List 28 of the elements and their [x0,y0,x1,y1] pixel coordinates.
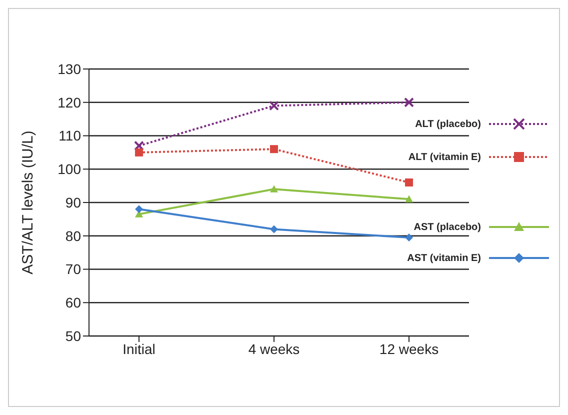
point [405,234,413,242]
point [135,205,143,214]
x-tick-label: 4 weeks [248,340,300,357]
series-label: ALT (vitamin E) [408,152,481,162]
y-tick-label: 100 [58,161,82,178]
point [134,140,144,151]
point [270,145,278,154]
x-tick-label: Initial [122,340,156,357]
point [270,225,278,234]
point [405,178,413,186]
point [405,195,413,202]
y-tick-label: 60 [65,294,82,311]
y-tick-label: 90 [65,194,82,210]
point [269,100,279,111]
y-tick-label: 120 [58,94,82,110]
point [135,148,143,156]
series-label: AST (placebo) [414,222,481,232]
y-tick-label: 110 [58,128,82,144]
series-label: AST (vitamin E) [407,252,481,264]
y-tick-label: 50 [65,328,82,344]
y-tick-label: 130 [58,60,82,77]
y-tick-label: 70 [65,261,82,278]
x-tick-label: 12 weeks [379,340,439,357]
y-axis-title: AST/ALT levels (IU/L) [19,130,36,274]
point [270,185,278,192]
series-label: ALT (placebo) [415,118,481,130]
y-tick-label: 80 [65,228,82,244]
point [404,97,414,108]
